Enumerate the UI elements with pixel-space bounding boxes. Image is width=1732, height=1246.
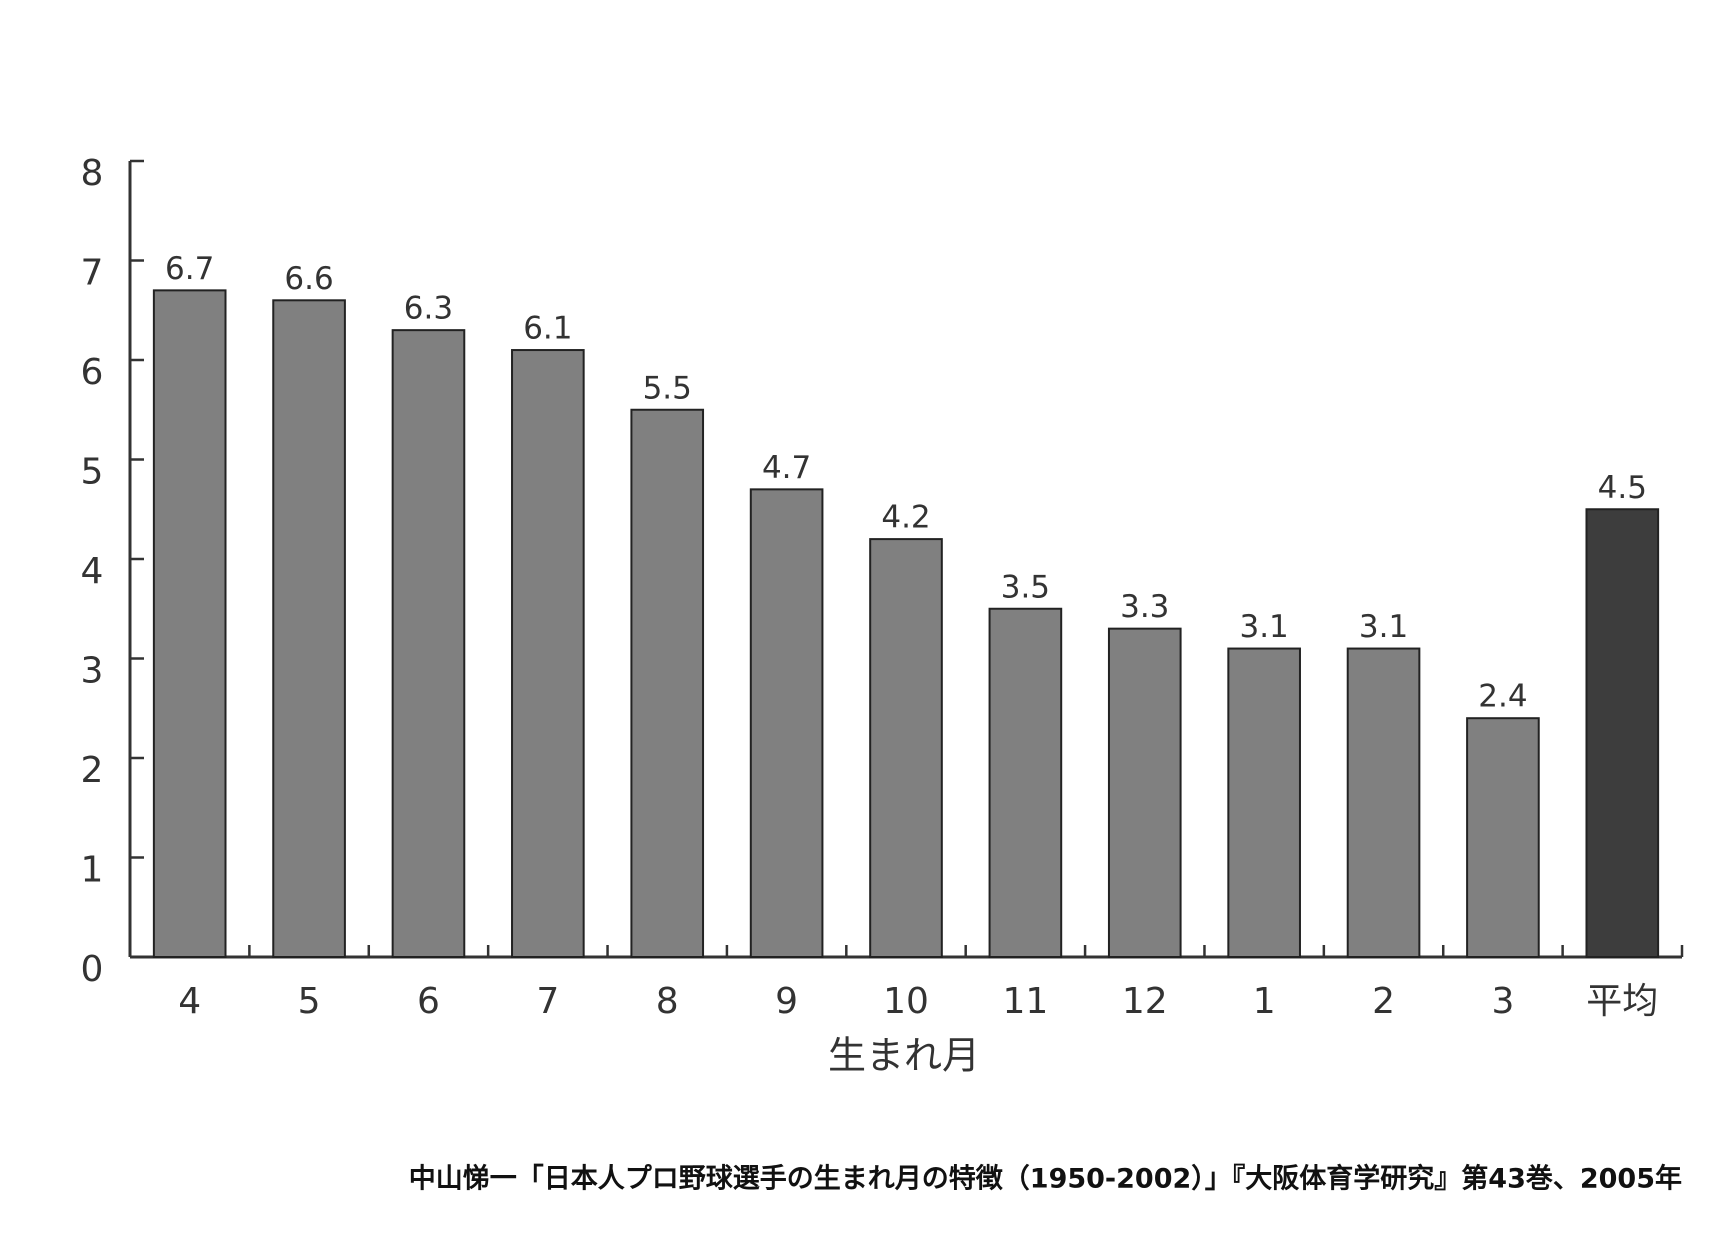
value-label: 6.7 <box>165 251 214 287</box>
value-label: 4.7 <box>762 450 811 486</box>
x-tick-label: 4 <box>178 981 201 1022</box>
bar <box>1227 647 1301 958</box>
x-tick-label: 12 <box>1122 981 1168 1022</box>
value-label: 2.4 <box>1478 679 1527 715</box>
value-label: 4.5 <box>1598 470 1647 506</box>
bar <box>511 349 585 958</box>
x-tick-label: 8 <box>656 981 679 1022</box>
value-label: 6.6 <box>284 261 333 297</box>
value-label: 6.3 <box>404 291 453 327</box>
source-note: 中山悌一「日本人プロ野球選手の生まれ月の特徴（1950-2002）」『大阪体育学… <box>409 1163 1682 1195</box>
y-tick-label: 7 <box>81 253 104 294</box>
y-tick-label: 8 <box>81 153 104 194</box>
value-label: 4.2 <box>881 500 930 536</box>
bar <box>272 299 346 958</box>
x-tick-label: 9 <box>775 981 798 1022</box>
bar <box>869 538 943 958</box>
value-label: 5.5 <box>643 370 692 406</box>
bar <box>391 329 466 958</box>
value-label: 6.1 <box>523 311 572 347</box>
x-tick-label: 11 <box>1002 981 1048 1022</box>
bar <box>1466 717 1540 959</box>
bar <box>749 488 824 958</box>
value-label: 3.1 <box>1239 609 1288 645</box>
bar <box>1585 508 1660 958</box>
bar <box>152 289 227 959</box>
x-tick-label: 3 <box>1491 981 1514 1022</box>
bar <box>1346 647 1421 958</box>
x-tick-label: 10 <box>883 981 929 1022</box>
x-tick-label: 平均 <box>1586 981 1658 1022</box>
y-tick-label: 6 <box>81 352 104 393</box>
bar <box>988 607 1063 958</box>
y-tick-label: 3 <box>81 651 104 692</box>
value-label: 3.1 <box>1359 609 1408 645</box>
x-tick-label: 7 <box>536 981 559 1022</box>
value-label: 3.5 <box>1001 569 1050 605</box>
value-label: 3.3 <box>1120 589 1169 625</box>
y-tick-label: 4 <box>81 551 104 592</box>
y-tick-label: 5 <box>81 452 104 493</box>
y-tick-label: 0 <box>81 949 104 990</box>
x-tick-label: 1 <box>1253 981 1276 1022</box>
x-tick-label: 6 <box>417 981 440 1022</box>
y-tick-label: 1 <box>81 850 104 891</box>
x-axis-label: 生まれ月 <box>828 1034 980 1078</box>
bar <box>1107 627 1182 959</box>
x-tick-label: 5 <box>298 981 321 1022</box>
y-tick-label: 2 <box>81 750 104 791</box>
x-tick-label: 2 <box>1372 981 1395 1022</box>
bar <box>630 408 705 958</box>
